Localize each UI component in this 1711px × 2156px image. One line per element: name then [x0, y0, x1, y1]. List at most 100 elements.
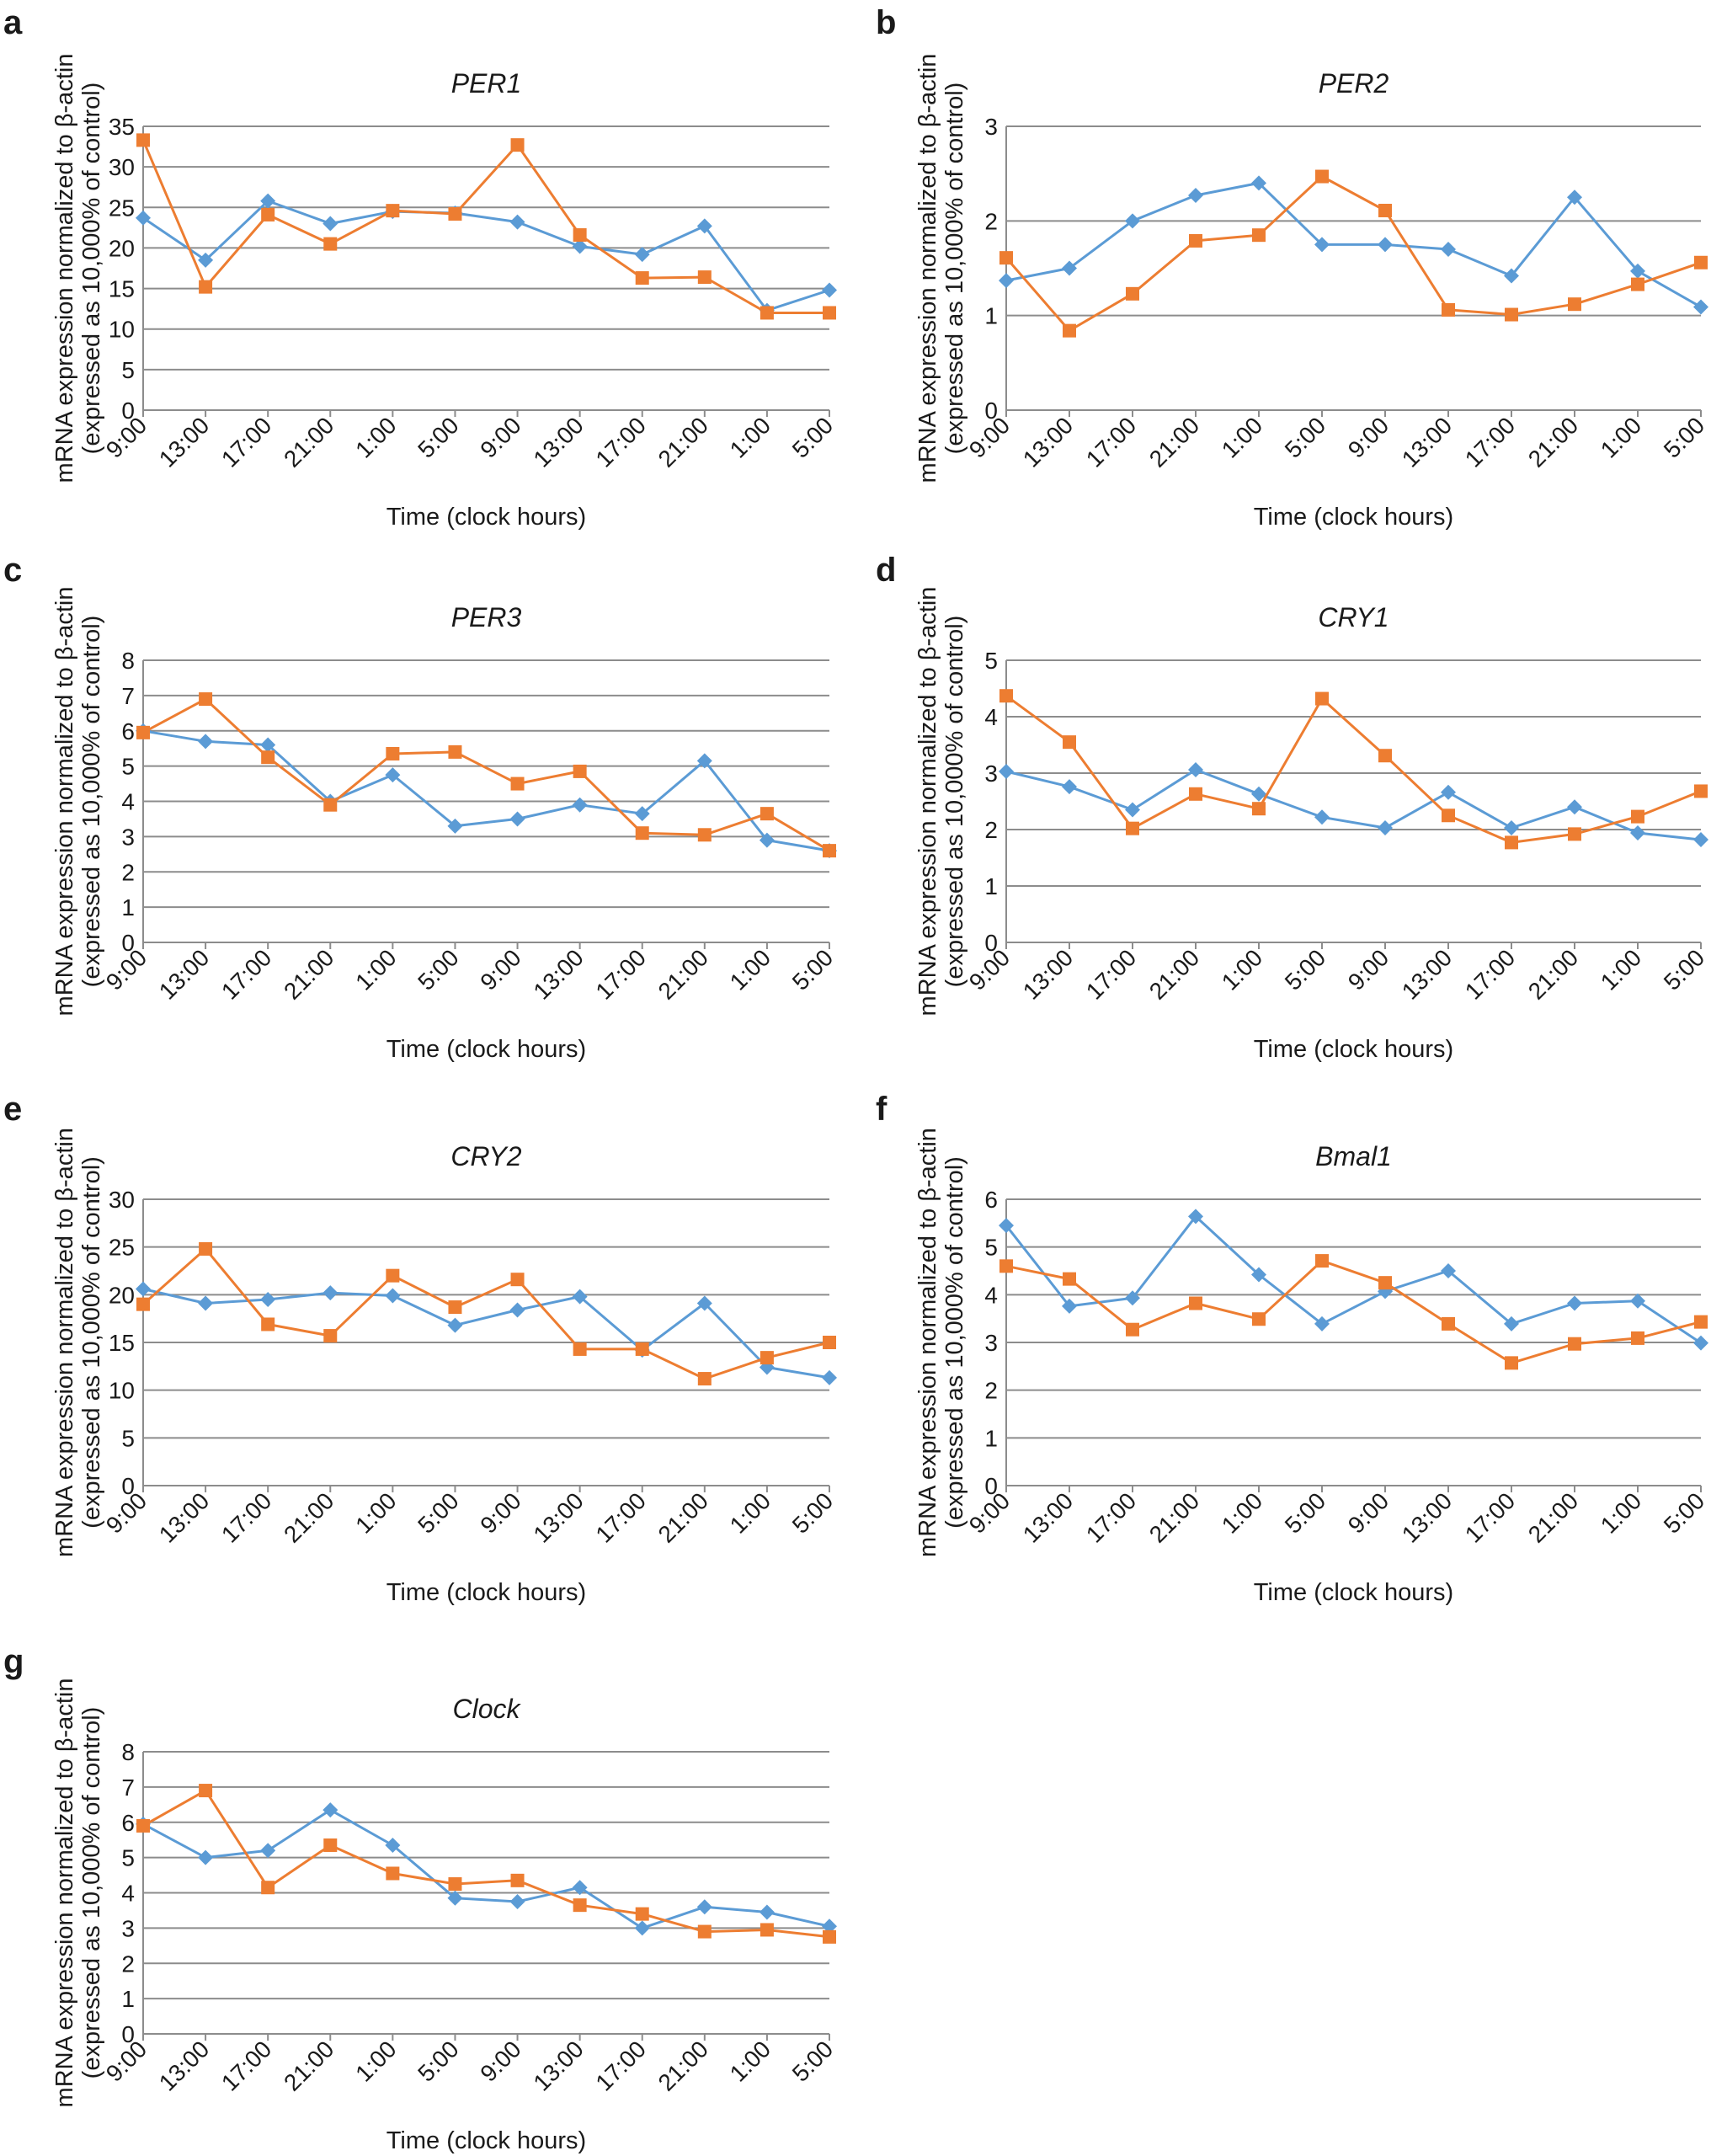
x-tick-label: 13:00	[1018, 944, 1078, 1004]
data-point-orange	[448, 1877, 462, 1892]
data-point-orange	[510, 138, 525, 152]
series-line-blue	[142, 200, 830, 312]
y-tick-label: 2	[984, 817, 998, 843]
data-point-blue	[696, 218, 712, 234]
panel-letter: e	[3, 1091, 22, 1128]
x-tick-label: 13:00	[1397, 944, 1457, 1004]
data-point-orange	[1126, 286, 1139, 301]
x-tick-label: 1:00	[1217, 1487, 1267, 1538]
y-axis-label-line2: (expressed as 10,000% of control)	[941, 83, 968, 455]
y-tick-label: 1	[984, 873, 998, 899]
y-tick-label: 25	[109, 1235, 135, 1261]
data-point-orange	[386, 746, 400, 760]
x-tick-label: 13:00	[154, 1487, 214, 1547]
x-tick-label: 9:00	[1343, 1487, 1394, 1538]
data-point-blue	[999, 273, 1014, 289]
data-point-orange	[1378, 749, 1392, 763]
data-point-orange	[1505, 307, 1518, 322]
data-point-blue	[447, 1890, 463, 1906]
data-point-orange	[1189, 1296, 1202, 1310]
x-tick-label: 1:00	[725, 944, 776, 995]
y-tick-label: 1	[984, 1425, 998, 1451]
data-point-blue	[1630, 1293, 1645, 1309]
data-point-orange	[1442, 1316, 1455, 1331]
x-tick-label: 13:00	[1018, 412, 1078, 472]
y-tick-label: 1	[121, 894, 135, 921]
data-point-orange	[1126, 821, 1139, 835]
x-tick-label: 5:00	[413, 1487, 463, 1538]
x-tick-label: 1:00	[1596, 412, 1646, 462]
x-axis-label: Time (clock hours)	[386, 1036, 586, 1063]
y-tick-label: 2	[121, 859, 135, 885]
x-tick-label: 17:00	[216, 1487, 276, 1547]
y-tick-label: 0	[984, 398, 998, 424]
x-tick-label: 1:00	[1217, 412, 1267, 462]
panel-letter: f	[876, 1091, 887, 1128]
x-tick-label: 5:00	[1659, 1487, 1709, 1538]
data-point-blue	[447, 1317, 463, 1333]
y-tick-label: 30	[109, 1187, 135, 1213]
data-point-orange	[510, 776, 525, 791]
data-point-orange	[1694, 1315, 1708, 1329]
x-tick-label: 17:00	[1081, 412, 1141, 472]
data-point-orange	[1315, 169, 1329, 184]
y-axis-label-line1: mRNA expression normalized to β-actin	[51, 1128, 78, 1557]
data-point-blue	[509, 1893, 525, 1909]
x-tick-label: 1:00	[1596, 1487, 1646, 1538]
data-point-orange	[136, 1297, 150, 1311]
data-point-blue	[198, 1849, 214, 1865]
x-tick-label: 5:00	[787, 2036, 838, 2086]
data-point-blue	[822, 1369, 837, 1385]
data-point-orange	[1631, 809, 1644, 824]
x-tick-label: 21:00	[1144, 944, 1204, 1004]
data-point-blue	[1251, 1267, 1266, 1283]
data-point-orange	[323, 237, 338, 251]
data-point-orange	[823, 1929, 836, 1944]
data-point-orange	[199, 692, 213, 707]
data-point-orange	[1568, 827, 1581, 841]
series-line-blue	[142, 1808, 830, 1929]
data-point-blue	[1567, 189, 1582, 205]
data-point-orange	[448, 1300, 462, 1315]
data-point-orange	[386, 204, 400, 218]
x-tick-label: 9:00	[475, 1487, 525, 1538]
data-point-orange	[1505, 835, 1518, 850]
x-tick-label: 21:00	[1144, 412, 1204, 472]
x-tick-label: 17:00	[590, 1487, 650, 1547]
y-tick-label: 6	[121, 1810, 135, 1836]
x-tick-label: 21:00	[653, 1487, 713, 1547]
data-point-blue	[696, 753, 712, 769]
x-tick-label: 21:00	[1523, 1487, 1583, 1547]
data-point-blue	[572, 1880, 588, 1896]
x-tick-label: 5:00	[787, 1487, 838, 1538]
series-line-blue	[1005, 768, 1702, 841]
x-tick-label: 17:00	[1460, 1487, 1520, 1547]
y-tick-label: 15	[109, 276, 135, 302]
data-point-blue	[322, 1285, 338, 1301]
data-point-orange	[697, 828, 712, 842]
x-tick-label: 5:00	[1280, 412, 1330, 462]
data-point-orange	[136, 1818, 150, 1833]
data-point-orange	[1568, 297, 1581, 312]
x-tick-label: 1:00	[725, 412, 776, 462]
x-tick-label: 9:00	[475, 944, 525, 995]
y-tick-label: 2	[984, 1378, 998, 1404]
data-point-blue	[1378, 237, 1393, 253]
data-point-orange	[1126, 1322, 1139, 1337]
data-point-blue	[1314, 809, 1330, 825]
data-point-orange	[261, 1317, 275, 1331]
data-point-orange	[823, 306, 836, 320]
series-line-blue	[1005, 181, 1702, 308]
data-point-blue	[509, 811, 525, 827]
data-point-orange	[1378, 1276, 1392, 1290]
data-point-blue	[447, 818, 463, 834]
x-tick-label: 1:00	[725, 1487, 776, 1538]
series-line-orange	[1005, 175, 1702, 333]
data-point-blue	[260, 737, 276, 753]
y-tick-label: 4	[984, 704, 998, 730]
y-tick-label: 8	[121, 1739, 135, 1765]
x-tick-label: 5:00	[1659, 944, 1709, 995]
series-line-blue	[1005, 1214, 1702, 1344]
